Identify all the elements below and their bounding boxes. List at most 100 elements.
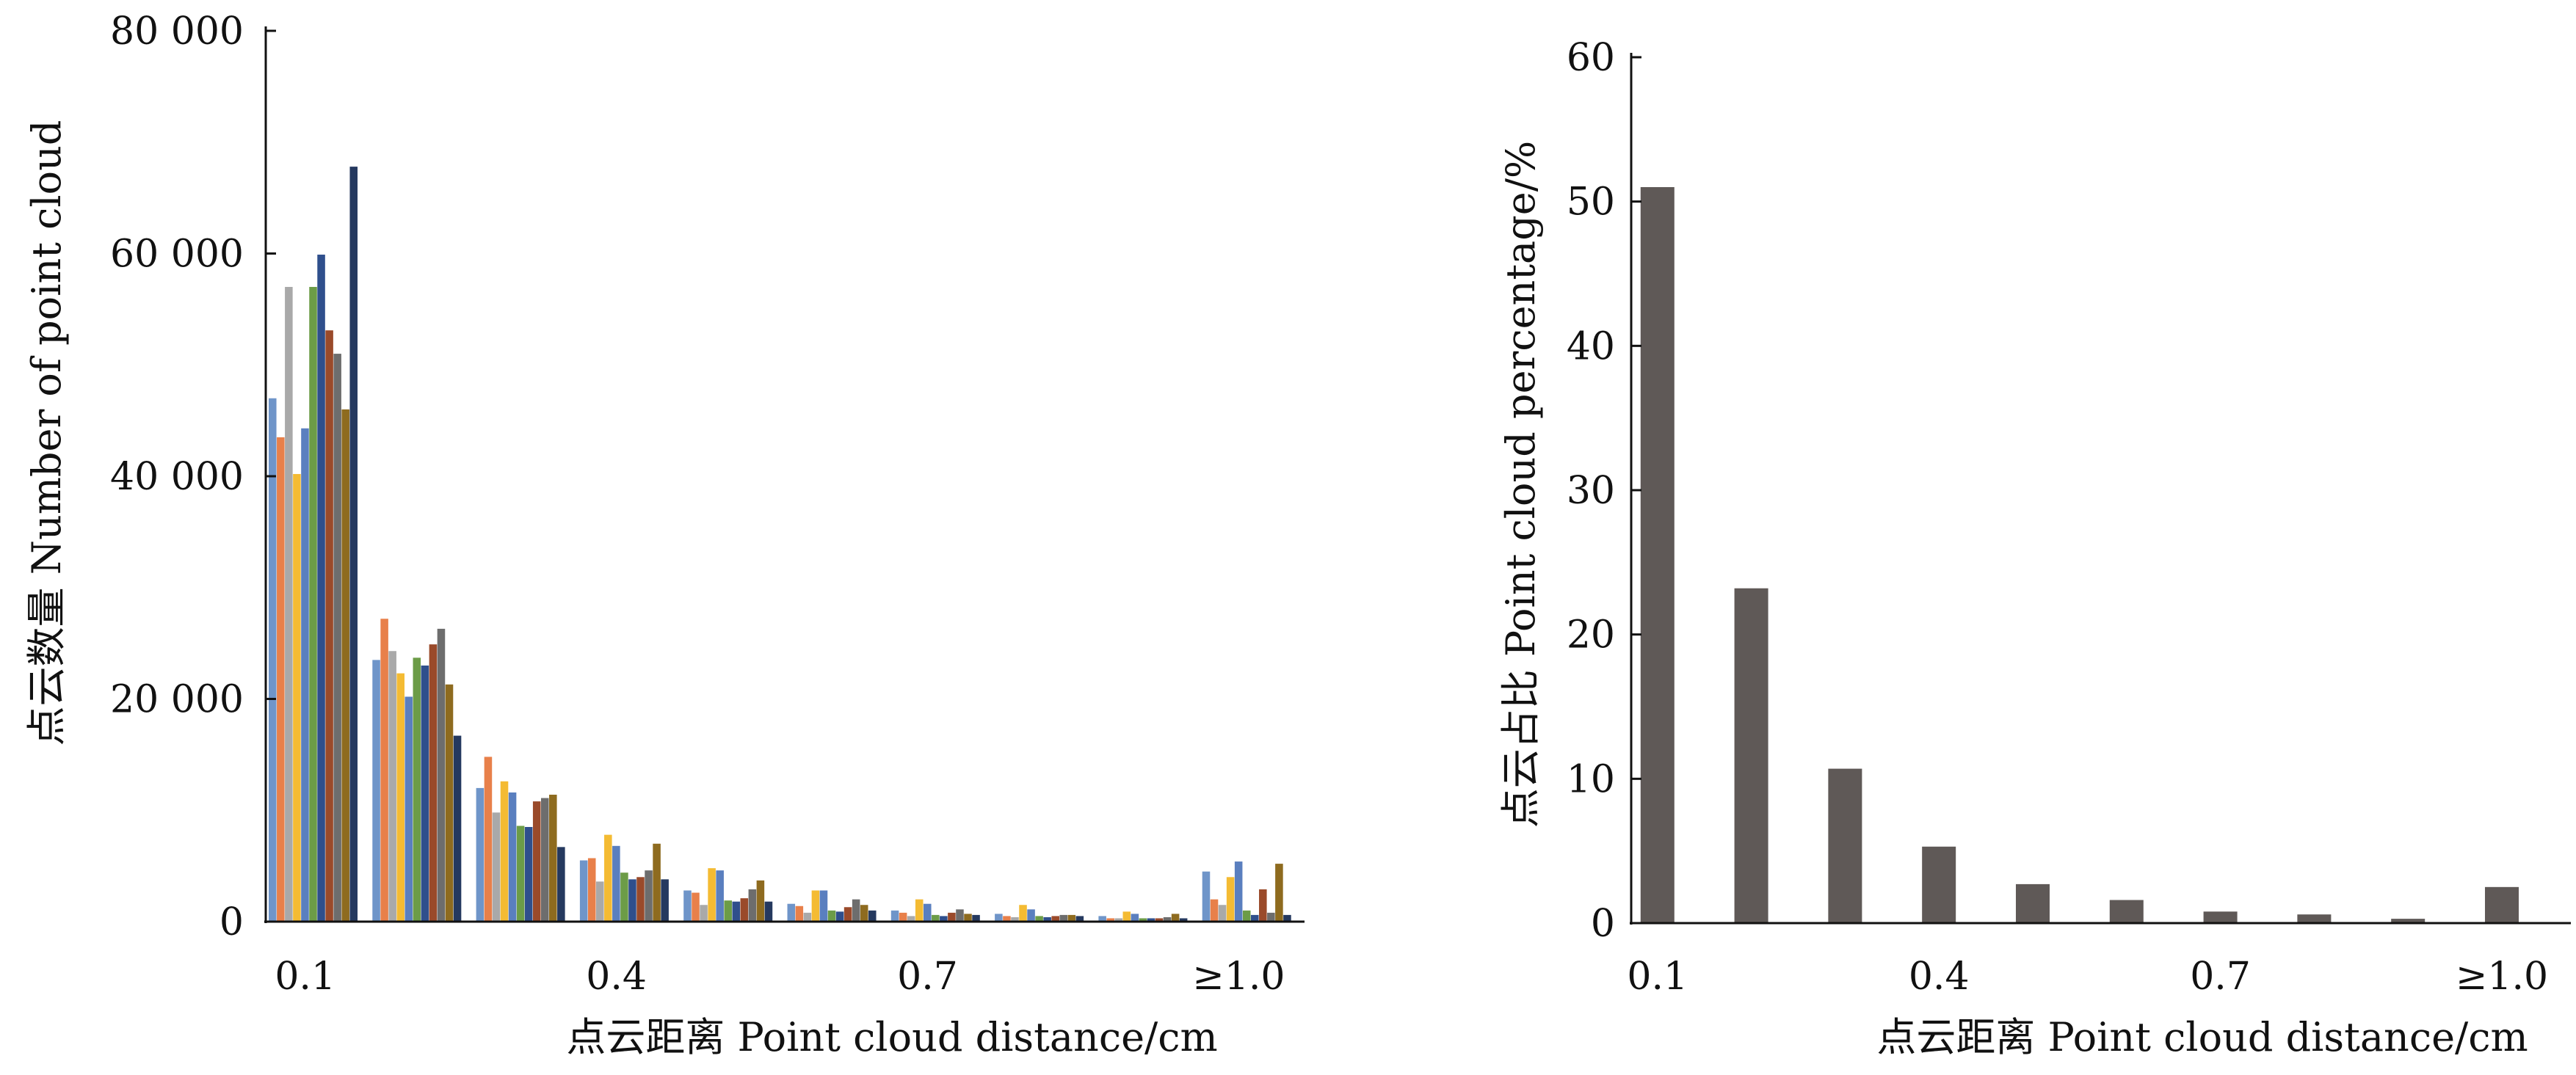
bar-left-s8-0.2: [429, 644, 438, 922]
bar-left-s6-0.9: [1139, 918, 1147, 922]
bar-left-s4-≥1.0: [1226, 877, 1235, 922]
bar-left-s4-0.5: [708, 868, 716, 922]
bar-left-s3-0.8: [1011, 917, 1019, 922]
right-x-tick-label-0: 0.1: [1627, 955, 1688, 999]
left-y-tick-label-20000: 20 000: [110, 678, 244, 722]
bar-right-0.5: [2015, 883, 2050, 923]
bar-left-s6-0.7: [932, 914, 940, 922]
bar-right-0.1: [1640, 187, 1675, 923]
left-x-tick-label-0: 0.1: [275, 955, 335, 999]
right-y-tick-label-10: 10: [1567, 757, 1615, 801]
left-bars: [269, 167, 1291, 922]
left-x-tick-label-3: 0.4: [586, 955, 647, 999]
bar-left-s8-0.1: [325, 330, 333, 922]
bar-left-s10-0.1: [341, 409, 349, 922]
bar-left-s7-0.4: [628, 879, 636, 922]
bar-right-0.3: [1828, 768, 1862, 923]
bar-left-s4-0.8: [1019, 905, 1027, 922]
bar-left-s3-0.3: [492, 812, 501, 922]
bar-left-s7-0.2: [421, 665, 429, 922]
bar-right-0.4: [1922, 846, 1956, 923]
bar-left-s3-≥1.0: [1218, 905, 1227, 922]
bar-left-s7-0.8: [1043, 917, 1051, 922]
bar-left-s9-0.7: [956, 909, 964, 922]
bar-left-s1-0.2: [372, 660, 380, 922]
bar-left-s1-0.4: [579, 860, 588, 922]
bar-left-s1-0.3: [476, 787, 485, 922]
bar-left-s8-0.5: [740, 898, 749, 922]
bar-left-s4-0.7: [915, 899, 924, 922]
bar-left-s1-0.5: [683, 890, 692, 922]
bar-left-s6-0.3: [516, 826, 525, 922]
bar-left-s11-≥1.0: [1283, 914, 1291, 922]
bar-left-s2-0.5: [692, 892, 700, 922]
bar-left-s2-≥1.0: [1210, 899, 1219, 922]
left-x-tick-label-6: 0.7: [897, 955, 958, 999]
bar-left-s6-0.2: [413, 657, 421, 922]
bar-right-0.6: [2109, 900, 2144, 923]
bar-left-s11-0.5: [764, 901, 773, 922]
right-y-tick-label-50: 50: [1567, 181, 1615, 225]
bar-left-s2-0.6: [795, 905, 804, 922]
bar-left-s3-0.2: [388, 651, 396, 922]
bar-left-s2-0.1: [277, 437, 285, 922]
bar-left-s9-0.6: [852, 899, 860, 922]
bar-left-s6-0.6: [827, 910, 836, 922]
bar-left-s1-0.6: [787, 903, 796, 922]
bar-left-s2-0.3: [484, 757, 493, 922]
bar-left-s3-0.7: [907, 916, 915, 922]
bar-left-s11-0.9: [1179, 918, 1188, 922]
bar-left-s3-0.4: [595, 881, 604, 922]
right-y-tick-label-20: 20: [1567, 613, 1615, 657]
bar-left-s5-0.8: [1027, 909, 1035, 922]
bar-left-s11-0.4: [661, 879, 669, 922]
left-y-tick-label-40000: 40 000: [110, 455, 244, 499]
bar-left-s11-0.2: [453, 735, 462, 922]
right-y-tick-label-30: 30: [1567, 469, 1615, 513]
bar-left-s7-≥1.0: [1250, 914, 1259, 922]
right-x-axis-label: 点云距离 Point cloud distance/cm: [1876, 1014, 2528, 1060]
bar-left-s10-0.6: [860, 905, 868, 922]
bar-left-s7-0.7: [940, 916, 948, 922]
bar-left-s7-0.9: [1147, 918, 1155, 922]
bar-left-s5-0.5: [716, 870, 724, 922]
bar-left-s9-0.1: [333, 354, 341, 922]
bar-left-s2-0.7: [899, 912, 907, 922]
bar-left-s5-0.1: [301, 428, 309, 922]
bar-left-s8-0.7: [948, 912, 956, 922]
bar-left-s2-0.4: [587, 858, 596, 922]
bar-left-s4-0.6: [811, 890, 820, 922]
bar-left-s4-0.2: [396, 673, 404, 922]
bar-left-s9-0.9: [1163, 917, 1172, 922]
bar-left-s7-0.5: [732, 901, 741, 922]
right-axes: 0 10 20 30 40 50 60 0.1 0.4 0.7 ≥1.0: [1567, 36, 2571, 999]
bar-left-s5-0.7: [923, 903, 932, 922]
left-y-tick-label-0: 0: [219, 900, 244, 944]
bar-left-s3-0.9: [1114, 918, 1123, 922]
bar-left-s5-0.9: [1131, 914, 1139, 922]
bar-left-s9-0.2: [437, 628, 446, 922]
left-x-axis-label: 点云距离 Point cloud distance/cm: [566, 1014, 1217, 1060]
bar-left-s8-≥1.0: [1259, 889, 1267, 922]
bar-left-s5-≥1.0: [1234, 861, 1243, 922]
bar-left-s10-0.8: [1067, 914, 1076, 922]
bar-left-s5-0.4: [612, 845, 620, 922]
bar-left-s2-0.8: [1003, 916, 1011, 922]
bar-left-s3-0.5: [700, 905, 708, 922]
bar-left-s3-0.1: [285, 287, 293, 922]
bar-left-s9-0.5: [748, 889, 757, 922]
bar-left-s10-0.3: [549, 795, 557, 922]
bar-left-s8-0.4: [636, 877, 645, 922]
left-y-tick-label-80000: 80 000: [110, 10, 244, 54]
right-bars: [1640, 187, 2519, 923]
bar-left-s4-0.1: [293, 473, 301, 922]
right-x-tick-label-6: 0.7: [2190, 955, 2251, 999]
bar-right-0.9: [2391, 919, 2426, 923]
bar-left-s8-0.3: [532, 801, 541, 922]
bar-right-0.7: [2203, 911, 2238, 923]
left-chart: 0 20 000 40 000 60 000 80 000 0.1 0.4 0.7 ≥1.0 点…: [23, 10, 1305, 1060]
bar-left-s11-0.7: [972, 914, 980, 922]
bar-left-s1-0.8: [995, 914, 1003, 922]
